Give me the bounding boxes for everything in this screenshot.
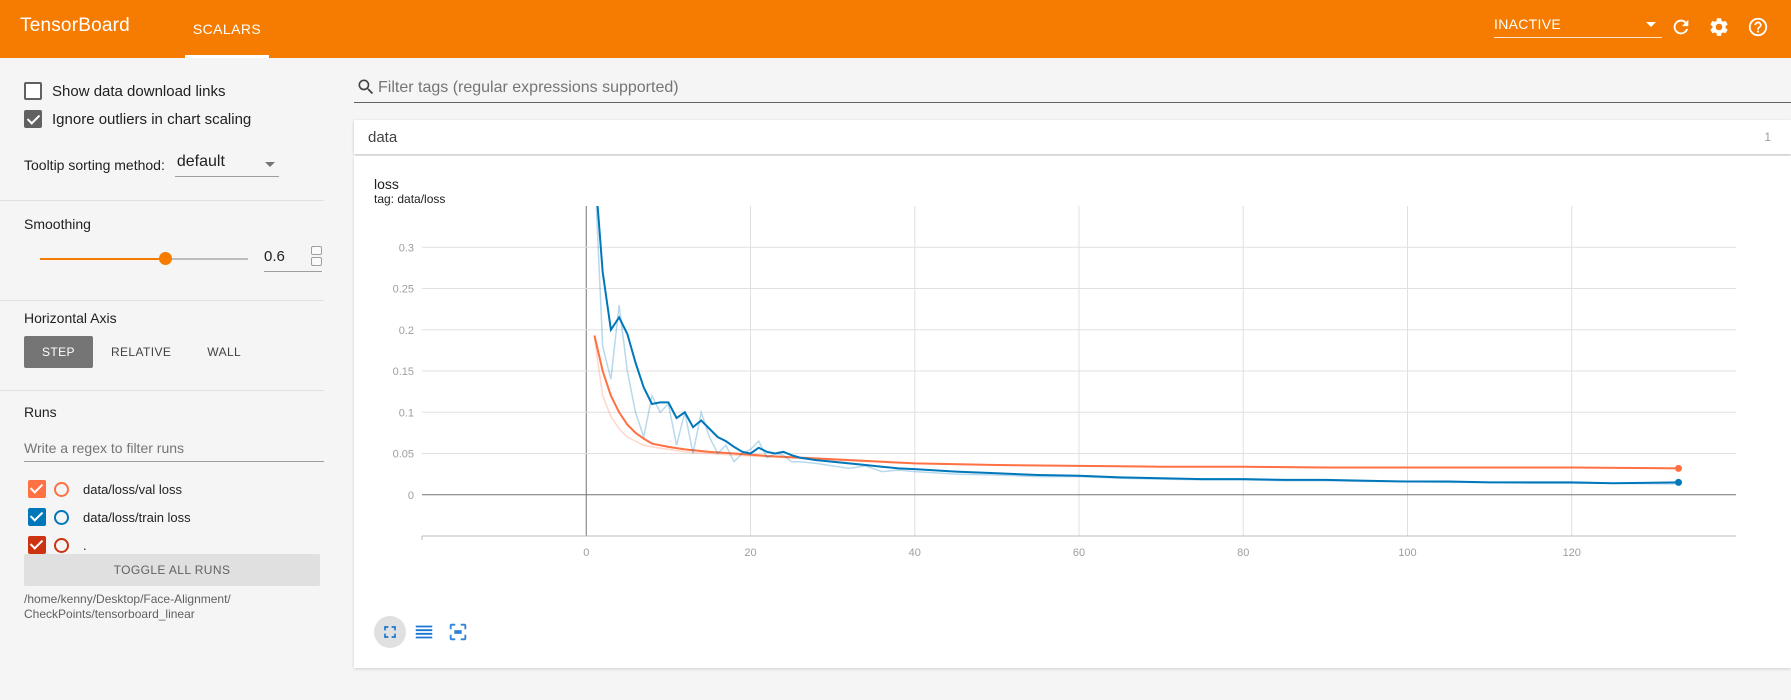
chevron-down-icon [1646,22,1656,27]
smoothing-slider-fill [40,258,165,260]
smoothing-slider[interactable] [40,252,248,265]
run-checkbox[interactable] [28,508,46,526]
y-tick-label: 0.15 [393,366,414,378]
chevron-down-icon [264,162,275,167]
smoothing-title: Smoothing [24,216,91,232]
search-icon [356,77,376,102]
app-brand: TensorBoard [20,15,130,36]
y-tick-label: 0 [408,490,414,502]
run-label: data/loss/train loss [83,509,191,525]
tooltip-sorting-row: Tooltip sorting method: default [24,153,279,177]
runs-filter-input[interactable]: Write a regex to filter runs [24,436,324,462]
y-tick-label: 0.2 [399,325,414,337]
y-tick-label: 0.05 [393,449,414,461]
sidebar-divider [0,200,324,201]
spin-down-icon[interactable] [311,257,322,266]
settings-icon[interactable] [1706,14,1732,40]
y-tick-label: 0.1 [399,407,414,419]
category-header[interactable]: data 1 [354,120,1791,154]
category-count: 1 [1764,130,1771,144]
active-tab-indicator [185,55,269,58]
loss-chart[interactable]: 0 20 40 60 80 100 120 0 0.05 0.1 0.15 0.2 0.25 0.3 [354,206,1791,606]
series-last-point [1675,478,1683,486]
x-tick-label: 80 [1237,547,1249,559]
run-color-circle[interactable] [54,509,69,525]
run-label: data/loss/val loss [83,481,182,497]
sidebar-divider [0,300,324,301]
y-tick-label: 0.25 [393,284,414,296]
smoothing-slider-knob[interactable] [158,252,172,265]
horizontal-axis-options: STEP RELATIVE WALL [24,336,259,368]
run-item[interactable]: . [28,536,87,554]
ignore-outliers-checkbox[interactable] [24,110,42,128]
log-scale-toggle-icon[interactable] [408,616,440,648]
x-tick-label: 100 [1398,547,1416,559]
axis-relative-button[interactable]: RELATIVE [110,345,172,359]
series-last-point [1675,464,1683,472]
smoothing-value-input[interactable]: 0.6 [264,246,322,272]
tag-filter-placeholder: Filter tags (regular expressions support… [378,79,679,96]
run-label: . [83,537,87,553]
series-smoothed-line [593,335,1679,470]
y-tick-label: 0.3 [399,242,414,254]
category-name: data [368,129,398,146]
refresh-icon[interactable] [1668,14,1694,40]
top-app-bar: TensorBoard SCALARS INACTIVE [0,0,1791,58]
show-download-links-label: Show data download links [52,82,226,100]
smoothing-value: 0.6 [264,248,285,265]
chart-toolbar [374,616,476,648]
x-tick-label: 120 [1563,547,1581,559]
sidebar: Show data download links Ignore outliers… [0,58,340,700]
horizontal-axis-title: Horizontal Axis [24,310,117,326]
run-checkbox[interactable] [28,536,46,554]
logdir-path: /home/kenny/Desktop/Face-Alignment/ Chec… [24,592,324,622]
spin-up-icon[interactable] [311,246,322,255]
axis-wall-button[interactable]: WALL [207,345,242,359]
logdir-line: CheckPoints/tensorboard_linear [24,607,195,621]
axis-step-button[interactable]: STEP [24,336,93,368]
x-tick-label: 20 [744,547,756,559]
run-color-circle[interactable] [54,537,69,553]
help-icon[interactable] [1745,14,1771,40]
scalar-chart-card: loss tag: data/loss 0 20 40 60 80 100 120 0 0.05… [354,156,1791,668]
chart-title: loss [374,176,399,192]
tooltip-sorting-value: default [176,153,225,170]
sidebar-divider [0,390,324,391]
run-color-circle[interactable] [54,481,69,497]
show-download-links-checkbox[interactable] [24,82,42,100]
toggle-all-runs-button[interactable]: TOGGLE ALL RUNS [24,554,320,586]
series-smoothed-line [596,206,1679,485]
logdir-line: /home/kenny/Desktop/Face-Alignment/ [24,592,231,606]
tab-scalars[interactable]: SCALARS [192,21,262,37]
inactive-select-label: INACTIVE [1494,16,1561,32]
show-download-links-option[interactable]: Show data download links [24,82,225,100]
tooltip-sorting-select[interactable]: default [174,153,279,177]
x-tick-label: 0 [583,547,589,559]
fullscreen-icon[interactable] [374,616,406,648]
x-tick-label: 60 [1073,547,1085,559]
run-item[interactable]: data/loss/train loss [28,508,191,526]
tag-filter-input[interactable]: Filter tags (regular expressions support… [354,73,1791,103]
fit-domain-icon[interactable] [442,616,474,648]
ignore-outliers-label: Ignore outliers in chart scaling [52,110,252,128]
x-tick-label: 40 [909,547,921,559]
ignore-outliers-option[interactable]: Ignore outliers in chart scaling [24,110,251,128]
run-checkbox[interactable] [28,480,46,498]
chart-tag: tag: data/loss [374,192,446,206]
runs-title: Runs [24,404,57,420]
tooltip-sorting-label: Tooltip sorting method: [24,157,165,173]
run-item[interactable]: data/loss/val loss [28,480,182,498]
inactive-dashboards-select[interactable]: INACTIVE [1494,16,1662,38]
